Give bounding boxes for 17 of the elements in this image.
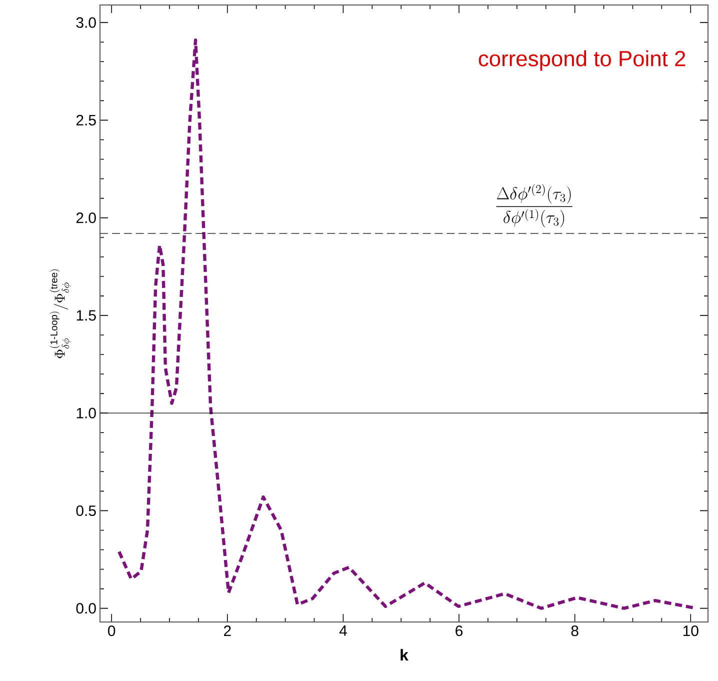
y-tick-label: 1.0 xyxy=(76,408,96,418)
annotation: correspond to Point 2 xyxy=(478,50,686,71)
y-tick-label: 0.5 xyxy=(76,505,96,516)
x-tick-label: 0 xyxy=(108,626,116,636)
y-tick-label: 1.5 xyxy=(76,310,96,321)
x-tick-label: 2 xyxy=(224,626,231,636)
y-tick-label: 2.0 xyxy=(76,212,96,224)
ref-line-label: $\frac{\Delta\delta\phi'^{(2)}(\tau_3)}{\delta\phi'^{(1)}(\tau_3)}$ xyxy=(496,184,572,228)
y-tick-label: 3.0 xyxy=(76,17,96,28)
x-tick-label: 4 xyxy=(339,626,347,636)
x-tick-label: 6 xyxy=(456,626,463,636)
y-tick-label: 0.0 xyxy=(76,603,96,614)
x-tick-label: 10 xyxy=(683,626,698,636)
x-axis-title: k xyxy=(400,648,408,660)
x-tick-label: 8 xyxy=(571,626,578,636)
y-axis-title: $\Phi^{(\mathrm{1\text{-}Loop})}_{\delta\phi}/\Phi^{(\mathrm{tree})}_{\delta\phi}$ xyxy=(50,269,71,358)
y-tick-label: 2.5 xyxy=(76,114,96,126)
